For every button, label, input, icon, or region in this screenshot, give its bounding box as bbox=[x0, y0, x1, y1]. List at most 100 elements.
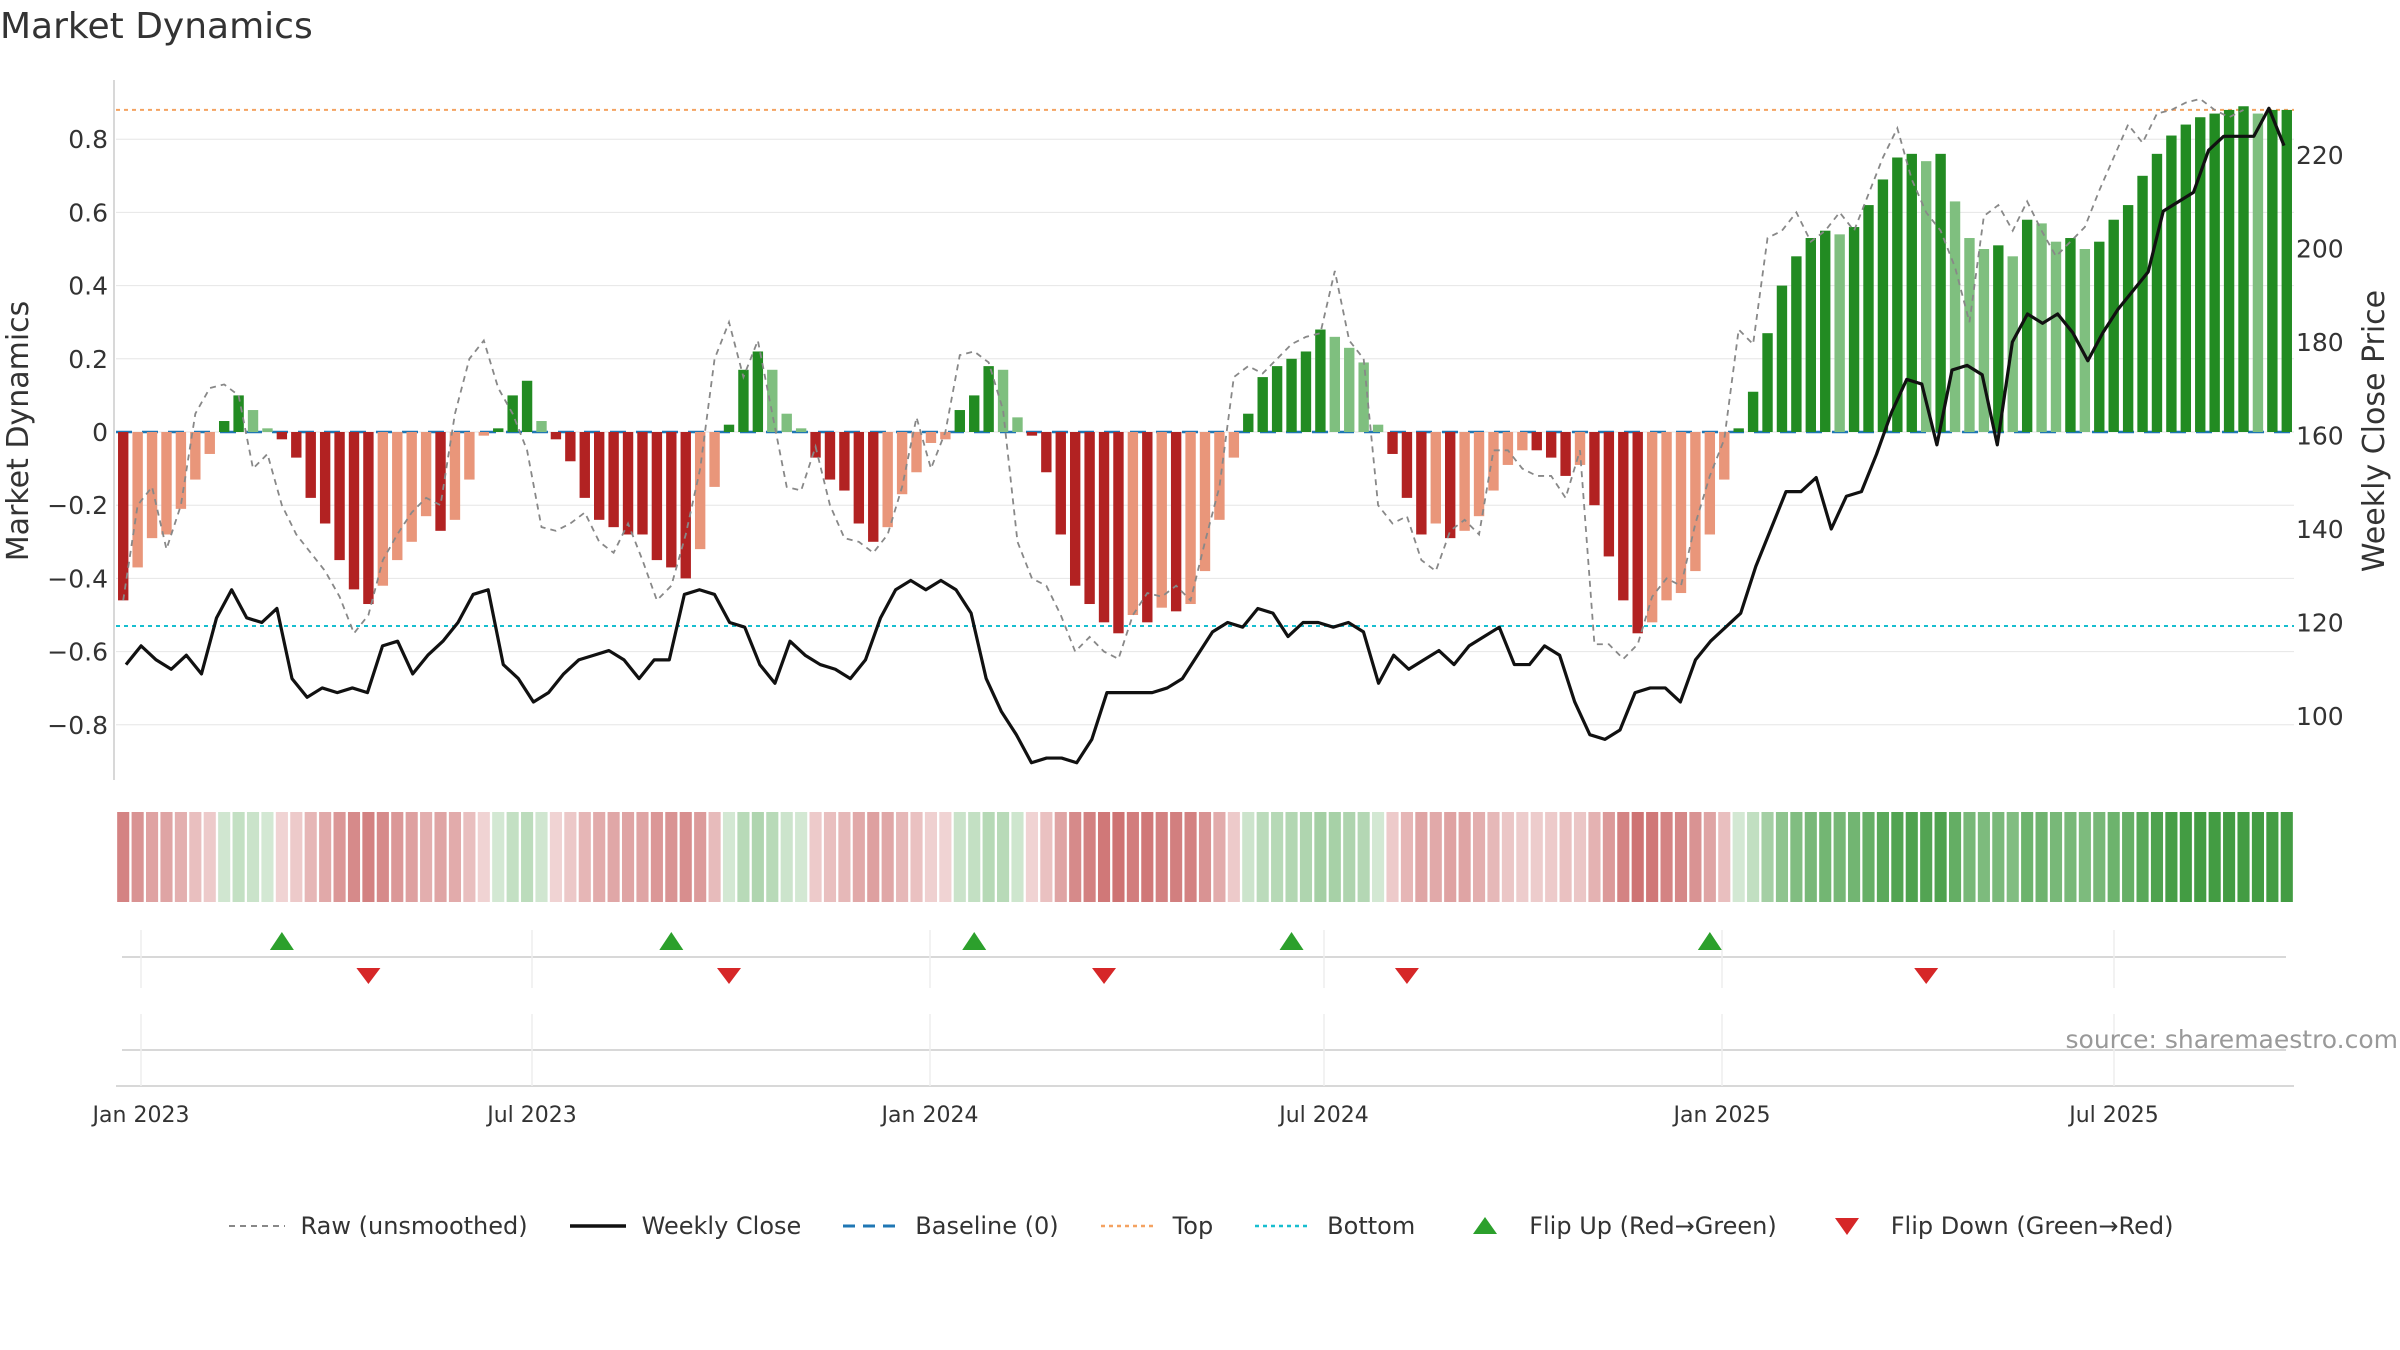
heat-cell bbox=[2150, 812, 2164, 902]
left-axis-label: Market Dynamics bbox=[1, 301, 36, 562]
heat-cell bbox=[795, 812, 808, 902]
bar bbox=[969, 395, 980, 432]
heat-cell bbox=[2194, 812, 2207, 902]
heat-cell bbox=[1372, 812, 1385, 902]
heat-cell bbox=[1948, 812, 1962, 902]
x-tick-label: Jan 2024 bbox=[880, 1103, 979, 1128]
bar bbox=[2180, 124, 2192, 432]
legend-label: Baseline (0) bbox=[915, 1212, 1059, 1240]
heat-cell bbox=[1343, 812, 1356, 902]
heat-cell bbox=[131, 812, 144, 902]
left-tick-label: 0 bbox=[92, 418, 108, 447]
heat-cell bbox=[910, 812, 923, 902]
bar bbox=[1791, 256, 1802, 432]
legend-swatch bbox=[1834, 1218, 1859, 1235]
heat-cell bbox=[405, 812, 418, 902]
heat-cell bbox=[1400, 812, 1413, 902]
legend-swatch bbox=[843, 1224, 900, 1228]
legend-item: Baseline (0) bbox=[841, 1212, 1059, 1240]
right-axis-ticks: 220 200 180 160 140 120 100 bbox=[2296, 141, 2344, 731]
bar bbox=[1142, 432, 1153, 623]
heat-cell bbox=[420, 812, 433, 902]
heat-cell bbox=[2122, 812, 2135, 902]
heat-cell bbox=[694, 812, 707, 902]
heat-cell bbox=[997, 812, 1010, 902]
heat-cell bbox=[593, 812, 606, 902]
heat-cell bbox=[650, 812, 663, 902]
heat-cell bbox=[2223, 812, 2236, 902]
bar bbox=[218, 421, 230, 432]
heat-cell bbox=[1141, 812, 1154, 902]
heat-cell bbox=[1977, 812, 1990, 902]
flip-down-marker bbox=[1394, 968, 1419, 984]
bar bbox=[2079, 249, 2091, 432]
heat-cell bbox=[607, 812, 620, 902]
heat-cell bbox=[203, 812, 216, 902]
heat-cell bbox=[852, 812, 865, 902]
right-tick-label: 120 bbox=[2296, 609, 2344, 638]
right-tick-label: 100 bbox=[2296, 702, 2344, 731]
bar bbox=[1387, 432, 1398, 454]
heat-cell bbox=[1617, 812, 1630, 902]
bar bbox=[1978, 249, 1990, 432]
right-tick-label: 160 bbox=[2296, 422, 2344, 451]
bar bbox=[2238, 106, 2249, 432]
heat-cell bbox=[809, 812, 822, 902]
legend-label: Flip Up (Red→Green) bbox=[1529, 1212, 1777, 1240]
bar bbox=[190, 432, 201, 480]
heat-cell bbox=[2021, 812, 2034, 902]
bar bbox=[175, 432, 187, 509]
bar bbox=[392, 432, 403, 561]
bar bbox=[1329, 336, 1341, 432]
bar bbox=[853, 432, 865, 524]
heat-cell bbox=[1761, 812, 1774, 902]
bar bbox=[680, 432, 691, 579]
bar bbox=[2065, 238, 2076, 432]
heat-cell bbox=[838, 812, 851, 902]
heat-cell bbox=[1963, 812, 1976, 902]
heat-cell bbox=[275, 812, 288, 902]
heat-cell bbox=[679, 812, 692, 902]
bar bbox=[1012, 417, 1023, 432]
bar bbox=[1502, 432, 1514, 465]
bar bbox=[1834, 234, 1845, 432]
bar bbox=[896, 432, 908, 495]
heat-cell bbox=[319, 812, 332, 902]
bar bbox=[247, 410, 259, 432]
bar bbox=[2151, 153, 2163, 432]
bar bbox=[262, 428, 273, 432]
bar bbox=[493, 428, 504, 432]
bar bbox=[1286, 358, 1297, 432]
bar bbox=[651, 432, 663, 561]
heat-cell bbox=[506, 812, 519, 902]
bar bbox=[363, 432, 374, 605]
bar bbox=[1473, 432, 1485, 517]
heat-cell bbox=[146, 812, 159, 902]
heat-cell bbox=[1299, 812, 1313, 902]
heat-cell bbox=[160, 812, 173, 902]
bar bbox=[940, 432, 951, 440]
bar bbox=[882, 432, 893, 528]
heat-cell bbox=[896, 812, 909, 902]
heat-cell bbox=[1862, 812, 1875, 902]
bar bbox=[1243, 413, 1254, 432]
heat-cell bbox=[780, 812, 793, 902]
raw-line-group bbox=[122, 97, 2244, 661]
heat-cell bbox=[2136, 812, 2149, 902]
left-tick-label: 0.2 bbox=[68, 345, 108, 374]
bar bbox=[1690, 432, 1701, 572]
reference-lines bbox=[116, 108, 2294, 627]
bar bbox=[478, 432, 490, 436]
bar bbox=[334, 432, 345, 561]
bar bbox=[723, 424, 735, 432]
bar bbox=[1632, 432, 1643, 634]
legend-item: Flip Down (Green→Red) bbox=[1817, 1212, 2174, 1240]
heat-cell bbox=[2251, 812, 2264, 902]
heat-cell bbox=[1920, 812, 1933, 902]
heat-cell bbox=[1112, 812, 1125, 902]
heat-cell bbox=[1559, 812, 1572, 902]
bars-group bbox=[118, 106, 2292, 634]
heat-cell bbox=[1833, 812, 1846, 902]
heat-cell bbox=[2208, 812, 2221, 902]
heat-cell bbox=[1285, 812, 1298, 902]
